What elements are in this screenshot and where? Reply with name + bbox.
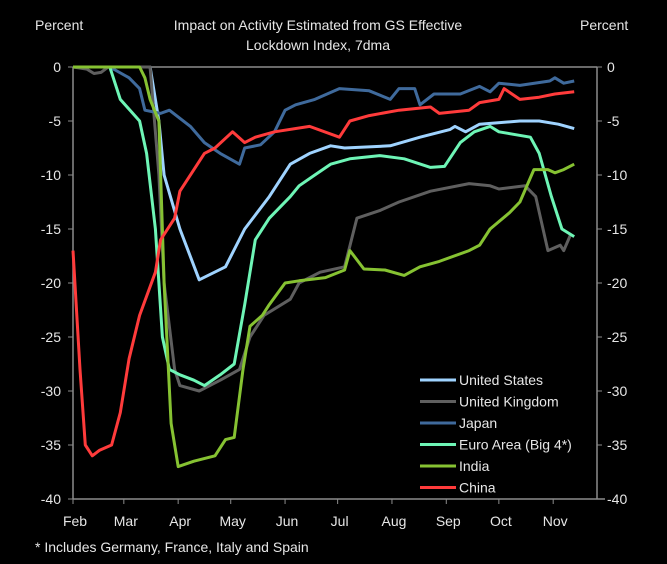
chart-title-line-2: Lockdown Index, 7dma	[246, 37, 390, 53]
series-line-china	[71, 87, 575, 458]
x-tick-label-oct: Oct	[490, 513, 512, 529]
y-tick-label-right: -15	[607, 221, 627, 237]
axes: 0 0 -5 -5 -10 -10 -15 -15 -20 -20 -25 -25 -30 -30 -35 -…	[41, 59, 628, 529]
legend-label: China	[459, 480, 496, 496]
x-tick-label-nov: Nov	[543, 513, 568, 529]
x-tick-label-mar: Mar	[114, 513, 138, 529]
x-tick-label-sep: Sep	[436, 513, 461, 529]
series-line-india	[73, 65, 575, 469]
y-tick-label-left: -40	[41, 491, 61, 507]
legend-label: Euro Area (Big 4*)	[459, 437, 572, 453]
y-tick-label-left: -10	[41, 167, 61, 183]
y-tick-label-right: -30	[607, 383, 627, 399]
x-tick-label-jul: Jul	[331, 513, 349, 529]
right-axis-unit-label: Percent	[580, 17, 628, 33]
y-tick-label-right: -20	[607, 275, 627, 291]
y-tick-label-left: -30	[41, 383, 61, 399]
series-line-japan	[73, 65, 575, 166]
legend: United States United Kingdom Japan Euro Are…	[420, 372, 572, 496]
series-line-united-kingdom	[72, 65, 573, 393]
y-tick-label-right: -10	[607, 167, 627, 183]
y-tick-label-left: -25	[41, 329, 61, 345]
footnote: * Includes Germany, France, Italy and Sp…	[35, 539, 309, 555]
y-tick-label-right: -25	[607, 329, 627, 345]
y-tick-label-right: -5	[607, 113, 620, 129]
x-tick-label-feb: Feb	[63, 513, 87, 529]
y-tick-label-left: 0	[53, 59, 61, 75]
legend-label: Japan	[459, 415, 497, 431]
x-tick-label-aug: Aug	[381, 513, 406, 529]
y-tick-label-left: -35	[41, 437, 61, 453]
x-tick-label-apr: Apr	[169, 513, 191, 529]
y-tick-label-left: -5	[49, 113, 62, 129]
y-tick-label-left: -20	[41, 275, 61, 291]
series-lines	[71, 65, 575, 469]
x-tick-label-jun: Jun	[276, 513, 299, 529]
legend-label: United Kingdom	[459, 394, 559, 410]
left-axis-unit-label: Percent	[35, 17, 83, 33]
legend-label: United States	[459, 372, 543, 388]
y-tick-label-right: -35	[607, 437, 627, 453]
legend-label: India	[459, 458, 490, 474]
y-tick-label-right: 0	[607, 59, 615, 75]
x-tick-label-may: May	[219, 513, 245, 529]
y-tick-label-right: -40	[607, 491, 627, 507]
y-tick-label-left: -15	[41, 221, 61, 237]
series-line-euro-area-big-4	[73, 65, 575, 388]
chart-title-line-1: Impact on Activity Estimated from GS Eff…	[174, 17, 463, 33]
